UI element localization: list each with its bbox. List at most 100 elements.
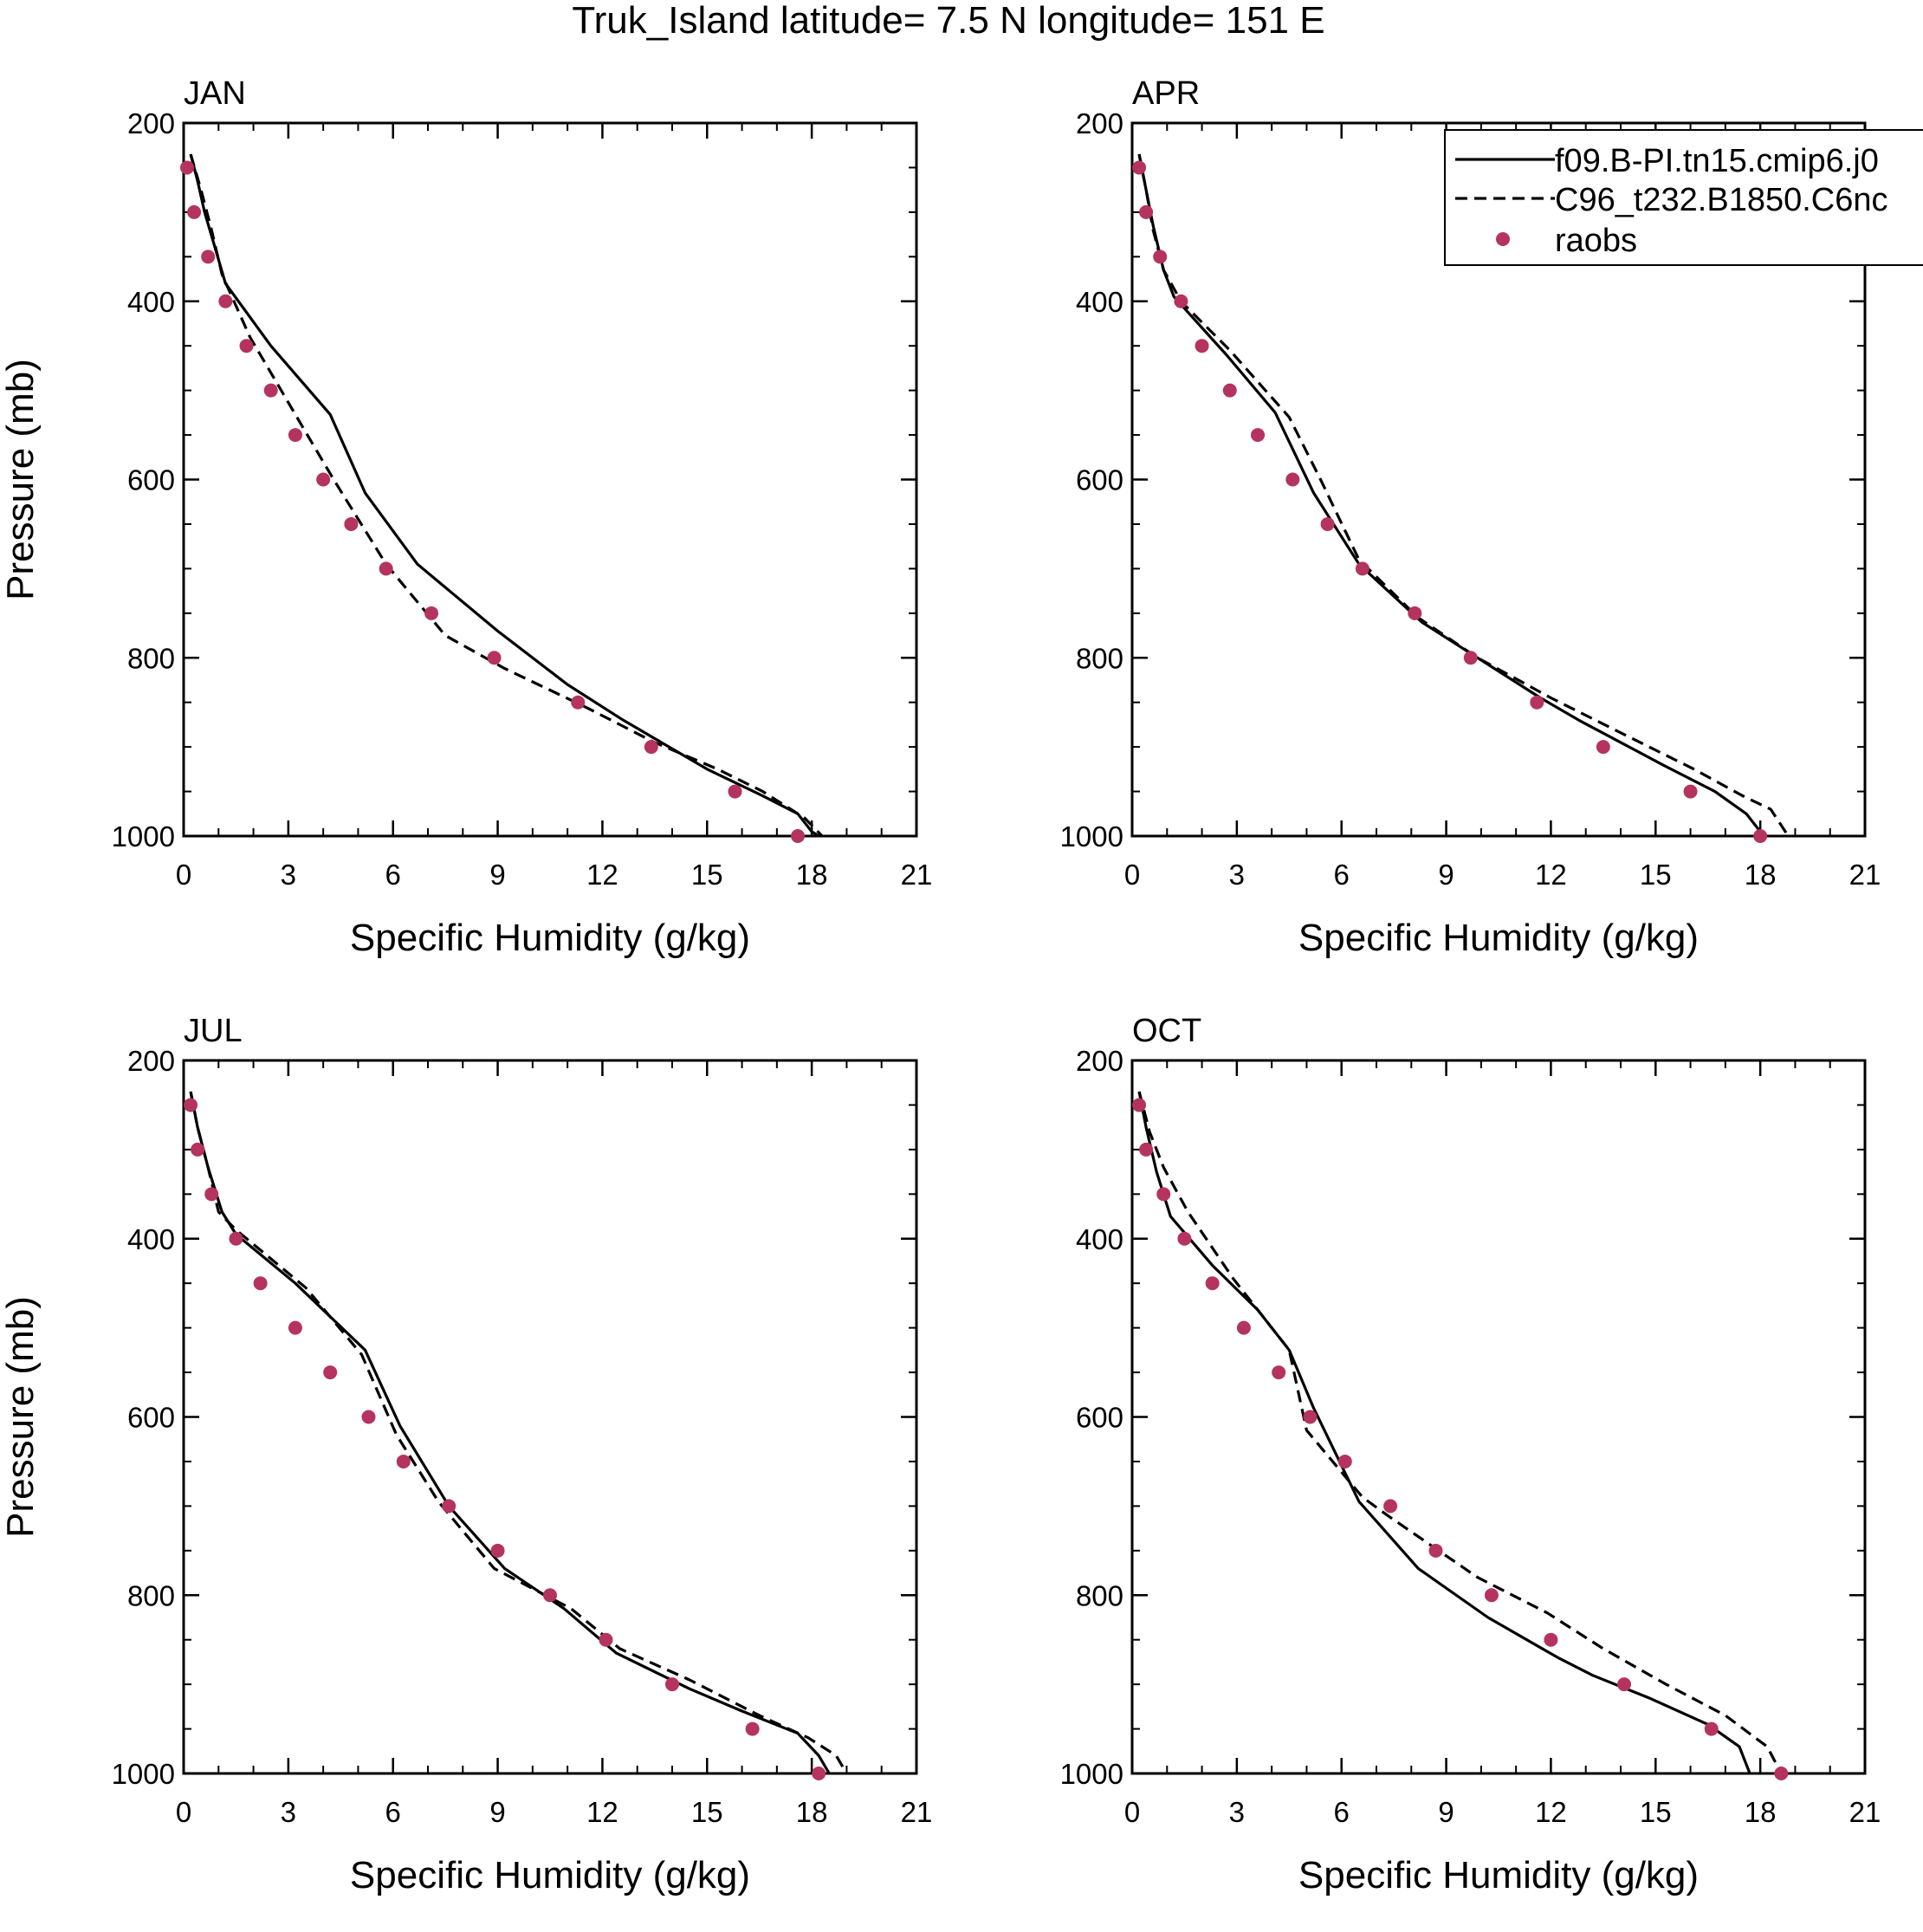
plot-frame [1130, 1059, 1867, 1775]
obs-point [490, 1543, 505, 1558]
obs-point [1174, 294, 1188, 308]
x-tick-label: 6 [1334, 859, 1350, 891]
obs-point [1596, 740, 1610, 755]
obs-point [487, 651, 502, 665]
x-tick-label: 9 [489, 859, 505, 891]
x-tick-label: 15 [1640, 859, 1672, 891]
x-tick-label: 3 [1229, 859, 1245, 891]
obs-point [288, 428, 302, 443]
x-tick-label: 21 [901, 859, 933, 891]
panel-title: JUL [184, 1013, 243, 1049]
obs-point [1177, 1231, 1192, 1246]
y-tick-label: 200 [127, 1045, 175, 1077]
x-tick-label: 6 [1334, 1796, 1350, 1828]
series-line-dashed [189, 1091, 848, 1774]
obs-point [184, 1098, 198, 1112]
plot-frame [182, 1059, 918, 1775]
obs-point [1617, 1677, 1632, 1692]
obs-point [1753, 829, 1768, 843]
series-line-solid [189, 153, 820, 838]
x-tick-label: 18 [1745, 1796, 1777, 1828]
obs-point [599, 1632, 613, 1647]
obs-point [1132, 160, 1147, 175]
obs-point [1704, 1721, 1719, 1736]
obs-point [543, 1588, 557, 1603]
obs-point [665, 1677, 679, 1692]
plot-frame [182, 121, 918, 838]
y-axis-label: Pressure (mb) [0, 359, 42, 600]
y-tick-label: 200 [1076, 107, 1123, 139]
x-tick-label: 3 [281, 859, 296, 891]
obs-point [239, 339, 254, 353]
x-tick-label: 18 [1745, 859, 1777, 891]
panel-title: JAN [184, 75, 246, 112]
y-axis-label: Pressure (mb) [0, 1296, 42, 1538]
series-line-dashed [189, 153, 824, 838]
y-tick-label: 600 [1076, 1402, 1123, 1434]
legend: f09.B-PI.tn15.cmip6.j0C96_t232.B1850.C6n… [1444, 129, 1923, 266]
obs-point [344, 516, 359, 531]
x-tick-label: 6 [385, 859, 401, 891]
x-tick-label: 6 [385, 1796, 401, 1828]
series-line-solid [189, 1091, 831, 1774]
x-tick-label: 15 [1640, 1796, 1672, 1828]
obs-point [187, 204, 202, 219]
obs-point [728, 784, 742, 799]
legend-marker [1496, 232, 1510, 246]
obs-point [442, 1499, 456, 1514]
obs-point [263, 383, 278, 398]
x-tick-label: 3 [1229, 1796, 1245, 1828]
series-line-solid [1137, 1091, 1751, 1774]
x-tick-label: 12 [1535, 1796, 1567, 1828]
obs-point [316, 472, 331, 487]
obs-point [1544, 1632, 1558, 1647]
obs-point [1195, 339, 1209, 353]
obs-point [201, 250, 216, 264]
obs-point [204, 1187, 219, 1202]
obs-point [1320, 516, 1335, 531]
x-tick-label: 15 [691, 1796, 723, 1828]
y-tick-label: 1000 [1060, 820, 1123, 853]
obs-point [1222, 383, 1237, 398]
x-axis-label: Specific Humidity (g/kg) [350, 917, 750, 959]
obs-point [1251, 428, 1266, 443]
panel-title: APR [1132, 75, 1200, 112]
x-tick-label: 3 [281, 1796, 296, 1828]
legend-label: C96_t232.B1850.C6nc [1555, 182, 1888, 218]
y-tick-label: 800 [1076, 1579, 1123, 1611]
obs-point [1530, 695, 1544, 710]
obs-point [571, 695, 586, 710]
obs-point [379, 561, 393, 576]
x-tick-label: 0 [1124, 1796, 1140, 1828]
obs-point [812, 1767, 826, 1780]
y-tick-label: 400 [1076, 1223, 1123, 1255]
y-tick-label: 200 [1076, 1045, 1123, 1077]
obs-point [1272, 1365, 1286, 1380]
y-tick-label: 800 [127, 642, 175, 674]
obs-point [1774, 1767, 1789, 1780]
y-tick-label: 600 [1076, 464, 1123, 496]
obs-point [1428, 1543, 1443, 1558]
obs-point [1139, 204, 1154, 219]
legend-box [1444, 129, 1923, 266]
x-tick-label: 21 [1849, 859, 1881, 891]
y-tick-label: 600 [127, 464, 175, 496]
obs-point [1383, 1499, 1398, 1514]
obs-point [253, 1276, 268, 1291]
obs-point [323, 1365, 338, 1380]
obs-point [218, 294, 233, 308]
y-tick-label: 1000 [112, 820, 175, 853]
x-tick-label: 9 [1438, 859, 1454, 891]
x-tick-label: 0 [176, 859, 191, 891]
x-axis-label: Specific Humidity (g/kg) [350, 1854, 750, 1896]
obs-point [424, 606, 439, 620]
x-tick-label: 12 [586, 859, 618, 891]
panel-title: OCT [1132, 1013, 1201, 1049]
obs-point [644, 740, 658, 755]
panel-apr: APR 0 3 6 9 12 15 18 21 200 400 600 800 1000 Specific … [1060, 75, 1881, 959]
y-tick-label: 800 [127, 1579, 175, 1611]
obs-point [745, 1721, 760, 1736]
obs-point [1337, 1454, 1352, 1468]
x-tick-label: 21 [1849, 1796, 1881, 1828]
x-tick-label: 0 [1124, 859, 1140, 891]
